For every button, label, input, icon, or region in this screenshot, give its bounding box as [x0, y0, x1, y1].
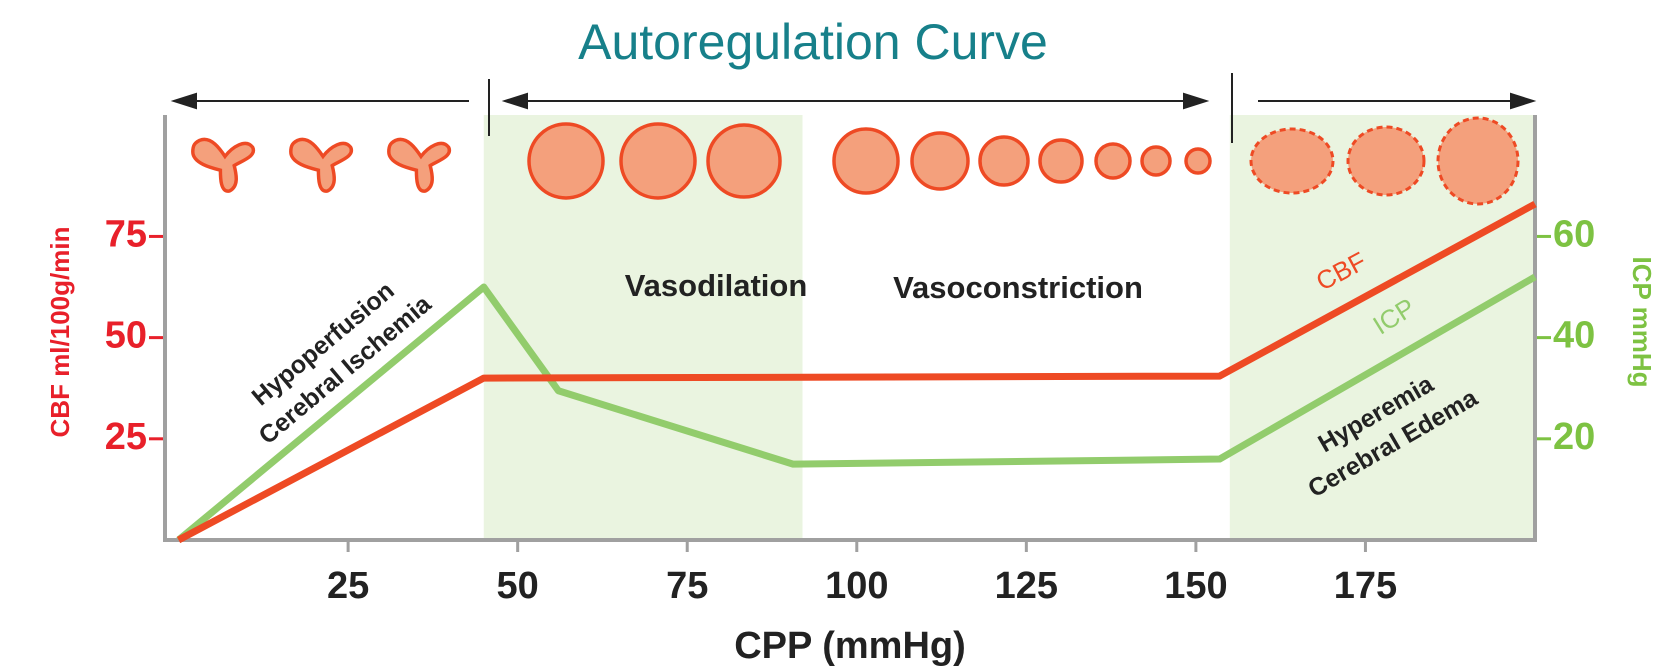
y2-tick-label: 60 — [1553, 213, 1595, 255]
region-label: Vasodilation — [625, 268, 808, 303]
arrow-head — [1184, 94, 1206, 108]
vessel-constricted — [193, 139, 254, 191]
vessel-constricting — [1142, 147, 1170, 175]
y2-tick-label: 20 — [1553, 416, 1595, 458]
y-tick-label: 50 — [105, 315, 147, 357]
vessel-dilated — [708, 125, 780, 197]
x-tick-label: 125 — [995, 565, 1058, 607]
region-label: Vasoconstriction — [893, 270, 1143, 305]
y-tick-label: 25 — [105, 416, 147, 458]
y2-axis-label: ICP mmHg — [1627, 257, 1657, 388]
x-tick-label: 25 — [327, 565, 369, 607]
vessel-constricting — [1040, 140, 1082, 182]
arrow-head — [1511, 94, 1533, 108]
x-axis-label: CPP (mmHg) — [734, 625, 966, 667]
vessel-constricting — [1186, 149, 1210, 173]
vessel-edema — [1251, 129, 1333, 193]
chart: 25 50 75 100 125 150 175 25 50 75 20 40 60 Autoregul… — [0, 0, 1675, 670]
y2-tick-label: 40 — [1553, 315, 1595, 357]
x-tick-label: 75 — [666, 565, 708, 607]
page: {"chart_data": { "type": "line", "title"… — [0, 0, 1675, 670]
arrow-head — [505, 94, 527, 108]
y-axis-label: CBF ml/100g/min — [45, 227, 75, 438]
y-tick-label: 75 — [105, 213, 147, 255]
vessel-constricting — [912, 133, 968, 189]
vessel-constricted — [291, 139, 352, 191]
vessel-dilated — [529, 124, 603, 198]
vessel-constricted — [389, 139, 450, 191]
vessel-shape — [291, 139, 352, 191]
vessel-edema — [1438, 118, 1518, 204]
vessel-edema — [1348, 127, 1424, 195]
x-tick-label: 175 — [1334, 565, 1397, 607]
vessel-dilated — [621, 124, 695, 198]
vessel-constricting — [1096, 144, 1130, 178]
vessel-constricting — [980, 137, 1028, 185]
x-tick-label: 50 — [497, 565, 539, 607]
arrow-head — [174, 94, 196, 108]
vessel-shape — [193, 139, 254, 191]
vessel-constricting — [834, 129, 898, 193]
vessel-shape — [389, 139, 450, 191]
chart-title: Autoregulation Curve — [578, 14, 1048, 70]
x-tick-label: 150 — [1164, 565, 1227, 607]
x-tick-label: 100 — [825, 565, 888, 607]
